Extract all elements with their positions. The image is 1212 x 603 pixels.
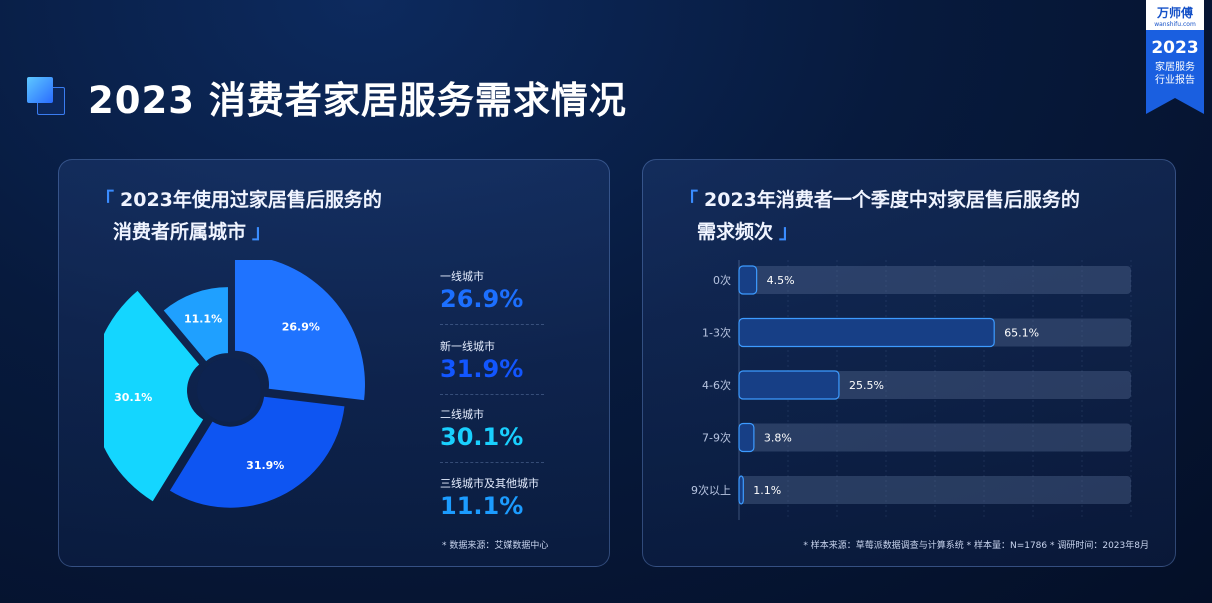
pie-slice-label: 30.1% [114,391,152,404]
bar-fill [738,475,744,505]
badge-line2: 行业报告 [1155,75,1195,86]
bar-category-label: 7-9次 [702,431,731,445]
legend-value: 26.9% [440,285,524,313]
badge-site: wanshifu.com [1154,21,1196,28]
legend-divider [440,462,544,463]
bar-value-label: 65.1% [1004,327,1039,340]
badge-year: 2023 [1151,38,1199,58]
pie-slice [104,290,204,502]
city-distribution-panel: 「2023年使用过家居售后服务的 消费者所属城市」 26.9% 31.9% 30.1… [58,159,610,567]
legend-item-tier3-other: 三线城市及其他城市 11.1% [440,475,550,520]
legend-divider [440,394,544,395]
pie-slice-label: 31.9% [246,459,284,472]
legend-item-tier1: 一线城市 26.9% [440,268,550,313]
pie-slice [163,287,228,362]
legend-item-new-tier1: 新一线城市 31.9% [440,338,550,383]
right-panel-title: 「2023年消费者一个季度中对家居售后服务的 需求频次」 [679,189,1080,243]
bar-fill [738,317,995,348]
pie-slice [234,260,365,401]
right-title-line2: 需求频次 [697,221,774,243]
legend-value: 31.9% [440,355,524,383]
frequency-panel: 「2023年消费者一个季度中对家居售后服务的 需求频次」 0次 4.5% 1-3次 6… [642,159,1176,567]
bar-value-label: 3.8% [764,432,792,445]
legend-label: 新一线城市 [440,340,495,353]
legend-label: 一线城市 [440,270,484,283]
legend-label: 三线城市及其他城市 [440,477,539,490]
legend-value: 11.1% [440,492,524,520]
badge-logo: 万师傅 [1156,6,1193,20]
bar-category-label: 0次 [713,273,731,287]
legend-divider [440,324,544,325]
bar-track [739,266,1131,294]
page-title: 2023 消费者家居服务需求情况 [88,79,627,122]
bar-fill [738,265,758,295]
left-panel-title: 「2023年使用过家居售后服务的 消费者所属城市」 [95,189,382,243]
legend-label: 二线城市 [440,408,484,421]
bar-fill [738,422,755,453]
bar-value-label: 25.5% [849,379,884,392]
pie-center-hole [197,358,261,422]
frequency-bar-chart: 0次 4.5% 1-3次 65.1% 4-6次 25.5% 7-9次 3.8% 9次以上 1.1% [691,260,1132,520]
legend-value: 30.1% [440,423,524,451]
bar-fill [738,370,840,400]
pie-slice-label: 26.9% [282,320,320,333]
title-square-icon [27,77,65,115]
right-source-note: * 样本来源：草莓派数据调查与计算系统 * 样本量：N=1786 * 调研时间：… [803,541,1149,551]
bar-category-label: 1-3次 [702,326,731,340]
bar-value-label: 1.1% [753,484,781,497]
bar-track [739,423,1131,452]
pie-slice-label: 11.1% [184,313,222,326]
report-badge: 万师傅 wanshifu.com 2023 家居服务 行业报告 [1146,0,1204,114]
left-title-line2: 消费者所属城市 [113,221,247,243]
legend-item-tier2: 二线城市 30.1% [440,406,550,451]
badge-line1: 家居服务 [1155,62,1195,73]
bar-category-label: 4-6次 [702,378,731,392]
bar-category-label: 9次以上 [691,483,731,497]
bar-track [739,476,1131,504]
pie-slice [169,396,345,508]
left-source-note: * 数据来源：艾媒数据中心 [442,541,549,551]
city-pie-chart: 26.9% 31.9% 30.1% 11.1% [104,260,365,508]
right-title-line1: 2023年消费者一个季度中对家居售后服务的 [704,189,1080,211]
bar-value-label: 4.5% [767,274,795,287]
left-title-line1: 2023年使用过家居售后服务的 [120,189,382,211]
